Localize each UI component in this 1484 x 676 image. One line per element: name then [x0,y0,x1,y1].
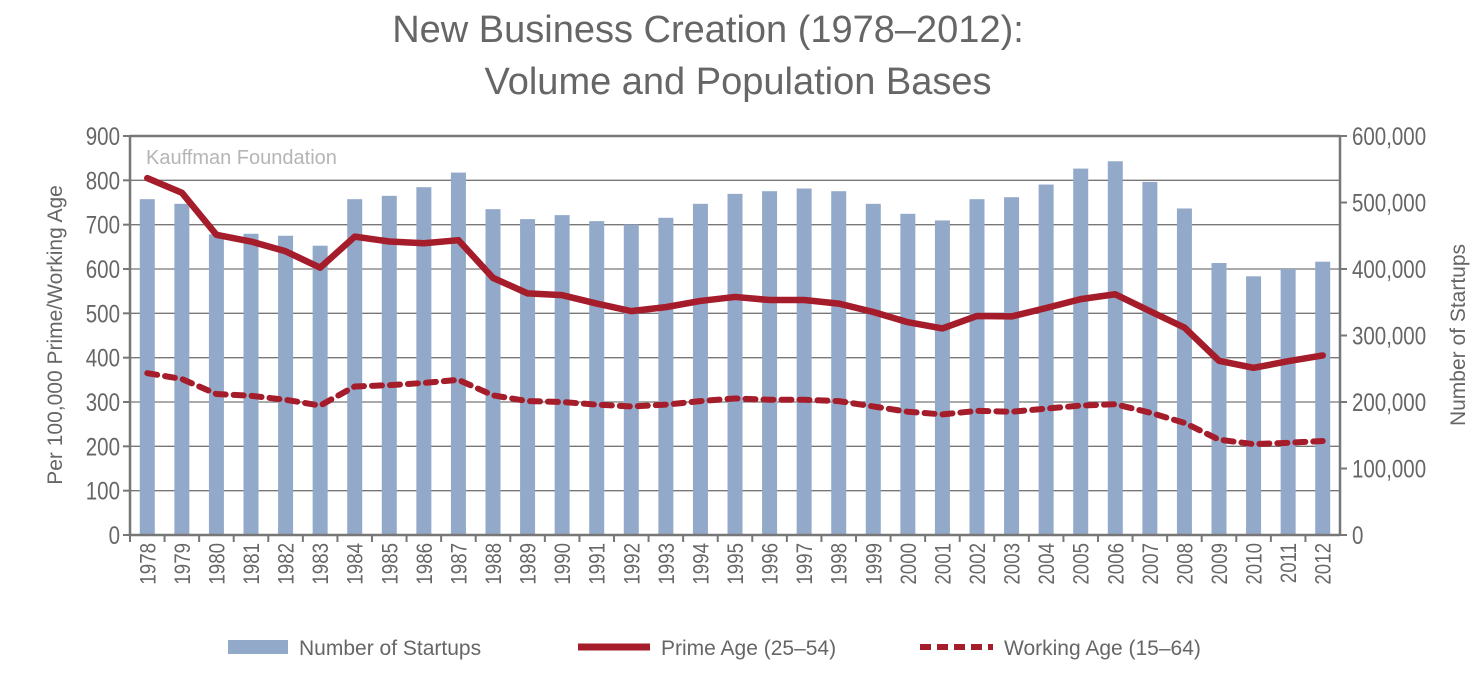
bar-startups [278,236,293,535]
y2-tick-label: 400,000 [1352,255,1426,283]
y-tick-label: 200 [86,432,120,460]
y-tick-label: 0 [109,521,120,549]
x-tick-label: 2004 [1036,543,1060,585]
y-tick-label: 700 [86,211,120,239]
bar-startups [900,214,915,535]
x-tick-label: 1992 [621,543,645,585]
bar-startups [693,204,708,535]
bar-startups [313,246,328,535]
x-tick-label: 1978 [137,543,161,585]
bar-startups [416,187,431,535]
legend-label-prime: Prime Age (25–54) [661,637,836,660]
bar-startups [1281,269,1296,535]
bar-startups [140,199,155,535]
bar-startups [209,234,224,535]
x-tick-label: 1982 [275,543,299,585]
y-tick-label: 100 [86,477,120,505]
x-tick-label: 1985 [379,543,403,585]
x-tick-label: 2010 [1243,543,1267,585]
x-tick-label: 1996 [759,543,783,585]
x-tick-label: 1988 [483,543,507,585]
y2-tick-label: 500,000 [1352,189,1426,217]
x-tick-label: 1991 [586,543,610,585]
x-tick-label: 2007 [1140,543,1164,585]
bar-startups [797,189,812,535]
x-tick-label: 1984 [344,543,368,585]
legend-label-startups: Number of Startups [299,637,481,660]
bar-startups [624,224,639,535]
y-tick-label: 500 [86,299,120,327]
x-tick-label: 2002 [967,543,991,585]
bar-startups [555,215,570,535]
bar-startups [1246,276,1261,535]
bar-startups [1212,263,1227,535]
y2-axis-label: Number of Startups [1447,244,1470,426]
bar-startups [520,219,535,535]
x-tick-label: 1993 [656,543,680,585]
x-tick-label: 1998 [828,543,852,585]
y2-tick-label: 100,000 [1352,455,1426,483]
bar-startups [1108,161,1123,535]
x-tick-label: 1983 [310,543,334,585]
bar-startups [866,204,881,535]
x-tick-label: 2011 [1278,543,1302,583]
y-tick-label: 400 [86,344,120,372]
x-tick-label: 2006 [1105,543,1129,585]
bars [140,161,1330,535]
y2-tick-label: 200,000 [1352,388,1426,416]
y-tick-label: 800 [86,166,120,194]
x-tick-label: 1980 [206,543,230,585]
x-tick-label: 1979 [172,543,196,585]
bar-startups [1004,197,1019,535]
legend-swatch-startups [228,640,288,654]
y-tick-label: 600 [86,255,120,283]
bar-startups [174,204,189,535]
bar-startups [589,221,604,535]
bar-startups [1039,185,1054,535]
y2-tick-label: 300,000 [1352,322,1426,350]
x-tick-label: 1987 [448,543,472,585]
x-tick-label: 1986 [414,543,438,585]
bar-startups [1073,169,1088,535]
chart-title: New Business Creation (1978–2012): [392,9,1024,51]
bar-startups [244,234,259,535]
x-tick-label: 2005 [1070,543,1094,585]
y-axis-label: Per 100,000 Prime/Working Age [44,185,67,485]
bar-startups [1177,208,1192,535]
y-tick-label: 300 [86,388,120,416]
bar-startups [382,196,397,535]
x-tick-label: 2000 [898,543,922,585]
bar-startups [728,194,743,535]
x-tick-label: 1981 [241,543,265,585]
x-tick-label: 2001 [932,543,956,585]
legend: Number of Startups Prime Age (25–54) Wor… [228,637,1201,660]
x-tick-label: 1994 [690,543,714,585]
bar-startups [451,173,466,535]
x-tick-label: 2003 [1001,543,1025,585]
bar-startups [970,199,985,535]
x-tick-label: 2012 [1312,543,1336,585]
y2-tick-label: 0 [1352,521,1363,549]
bar-startups [486,209,501,535]
bar-startups [1315,262,1330,535]
chart-subtitle: Volume and Population Bases [484,61,991,103]
x-tick-label: 1999 [863,543,887,585]
bar-startups [658,218,673,535]
bar-startups [347,199,362,535]
x-tick-label: 1990 [552,543,576,585]
x-tick-label: 2009 [1209,543,1233,585]
legend-label-working: Working Age (15–64) [1004,637,1201,660]
watermark: Kauffman Foundation [146,147,337,169]
x-tick-label: 2008 [1174,543,1198,585]
y-tick-label: 900 [86,122,120,150]
bar-startups [831,191,846,535]
x-tick-label: 1989 [517,543,541,585]
x-tick-label: 1995 [725,543,749,585]
x-tick-label: 1997 [794,543,818,585]
bar-startups [1142,182,1157,535]
bar-startups [762,191,777,535]
y2-tick-label: 600,000 [1352,122,1426,150]
bar-startups [935,220,950,535]
